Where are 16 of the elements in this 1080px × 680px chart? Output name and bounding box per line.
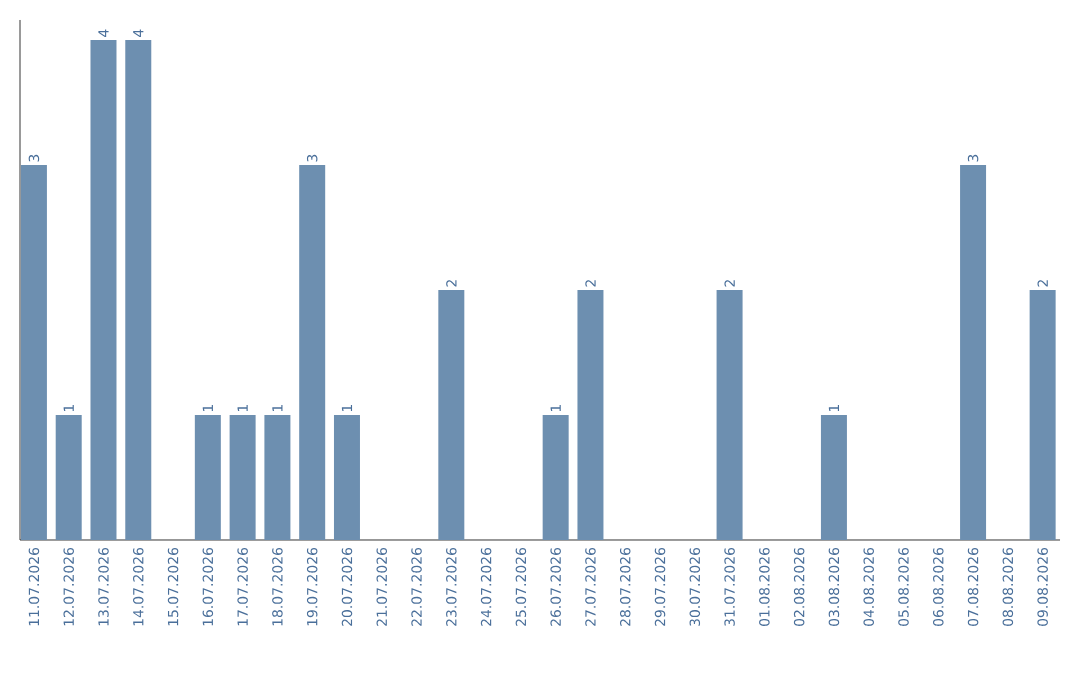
bar xyxy=(20,164,47,540)
bar xyxy=(125,39,152,540)
bar xyxy=(577,289,604,540)
bar xyxy=(716,289,743,540)
bar xyxy=(960,164,987,540)
bar xyxy=(264,414,291,540)
bar xyxy=(820,414,847,540)
bar xyxy=(90,39,117,540)
bar xyxy=(299,164,326,540)
bar xyxy=(229,414,256,540)
bar xyxy=(333,414,360,540)
bar xyxy=(1029,289,1056,540)
bar xyxy=(542,414,569,540)
bar xyxy=(55,414,82,540)
bar xyxy=(194,414,221,540)
bar xyxy=(438,289,465,540)
